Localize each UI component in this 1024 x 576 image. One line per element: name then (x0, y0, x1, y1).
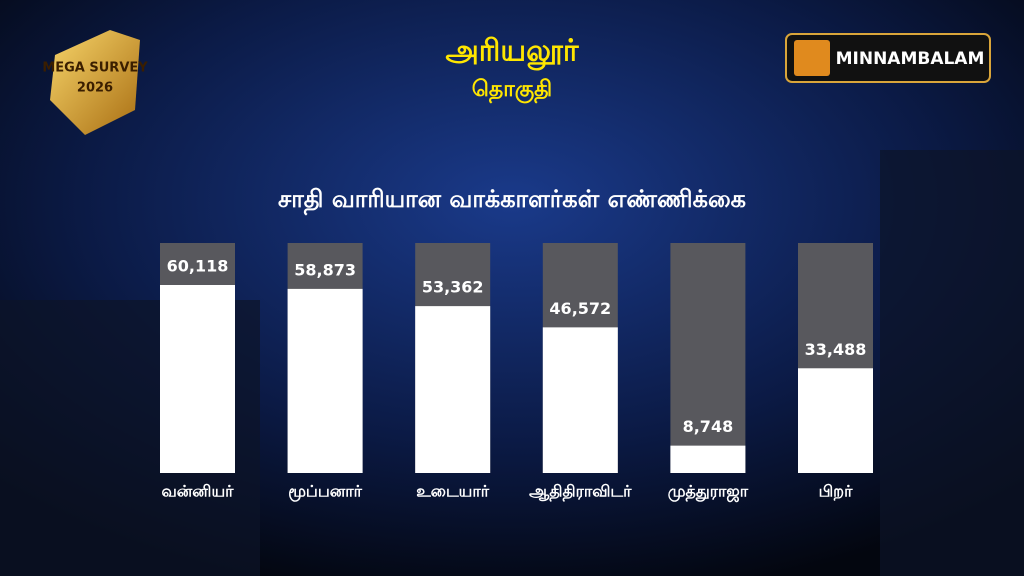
bar (287, 288, 363, 473)
value-label: 60,118 (167, 257, 229, 276)
value-label: 53,362 (422, 278, 484, 297)
brand-logo (794, 40, 830, 76)
chart-title: சாதி வாரியான வாக்காளர்கள் எண்ணிக்கை (278, 185, 746, 216)
category-label: ஆதிதிராவிடர் (529, 482, 632, 502)
category-label: பிறர் (819, 482, 853, 501)
bar (670, 445, 746, 473)
value-label: 46,572 (549, 299, 611, 318)
bg-tower (880, 150, 1024, 576)
category-label: மூப்பனார் (288, 482, 362, 502)
brand-box (785, 33, 991, 83)
category-label: வன்னியர் (161, 482, 234, 501)
badge-year: 2026 (77, 81, 113, 96)
category-label: உடையார் (416, 482, 489, 501)
value-label: 58,873 (294, 260, 356, 279)
badge-title: MEGA SURVEY (42, 61, 148, 76)
value-label: 33,488 (805, 340, 867, 359)
bar (798, 368, 873, 473)
district-title: அரியலூர் (445, 34, 579, 71)
badge-shape (50, 30, 140, 135)
brand-name: MINNAMBALAM (836, 49, 985, 69)
value-label: 8,748 (683, 417, 734, 436)
bar (415, 306, 491, 473)
category-label: முத்துராஜா (668, 482, 749, 502)
bar-track (670, 243, 746, 473)
bar (160, 285, 235, 473)
constituency-title: தொகுதி (472, 77, 552, 104)
bar (542, 327, 618, 473)
